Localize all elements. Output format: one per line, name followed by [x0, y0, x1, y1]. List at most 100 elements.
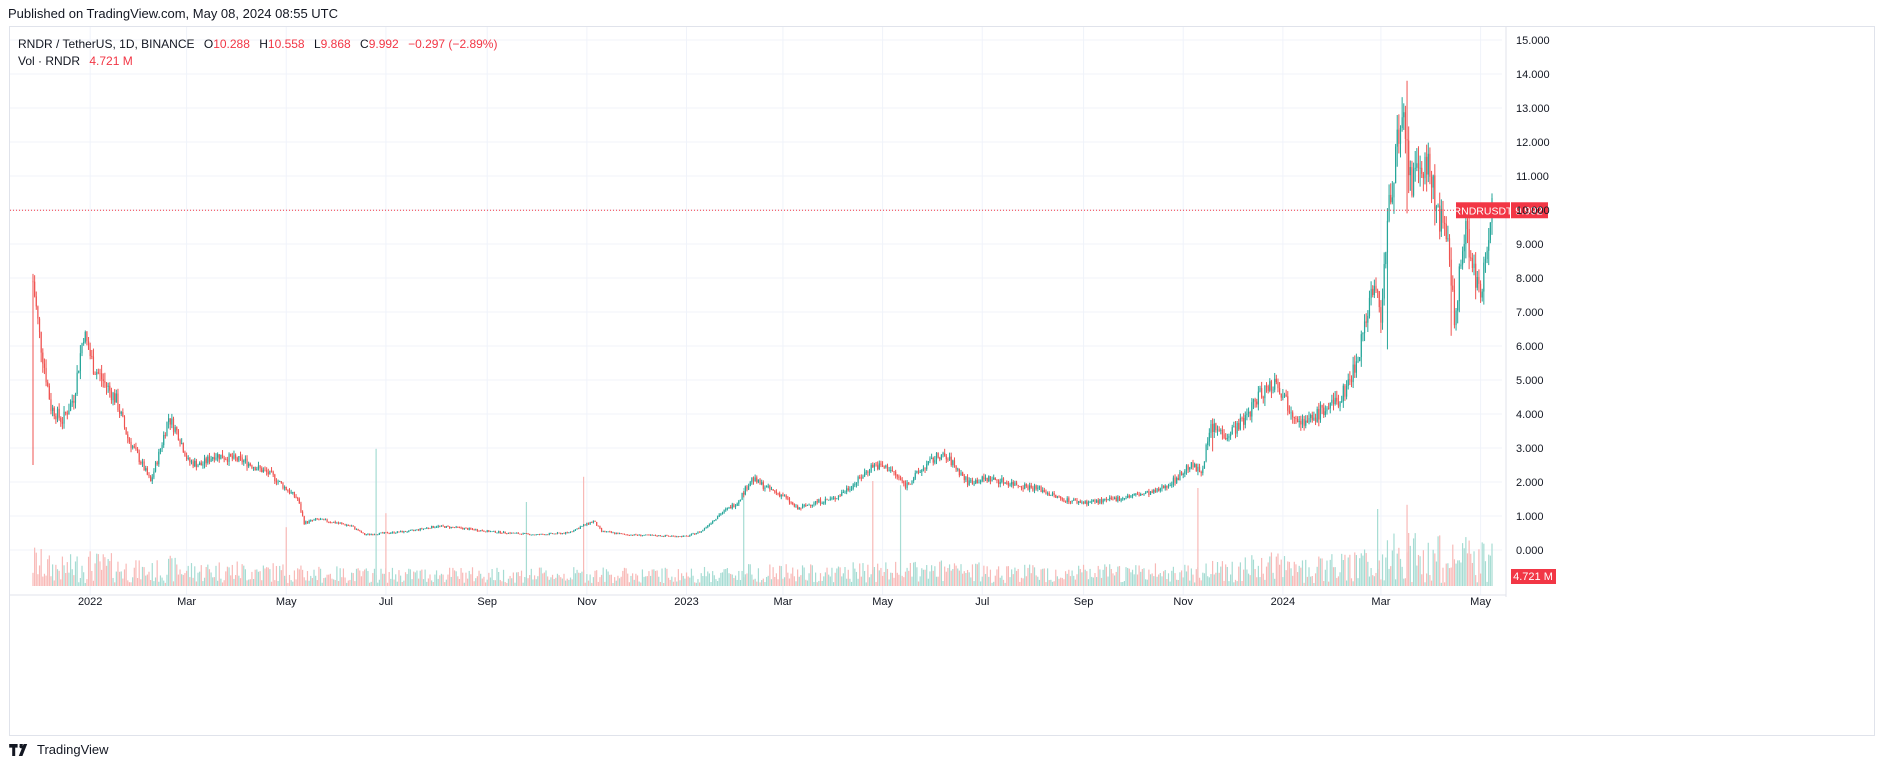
candle-body	[1453, 289, 1456, 326]
candle-body	[1411, 167, 1413, 196]
volume-bar	[610, 574, 612, 586]
candle-body	[153, 471, 155, 478]
volume-bar	[1486, 581, 1488, 586]
volume-bar	[349, 579, 351, 586]
candle-body	[385, 532, 387, 534]
volume-bar	[1453, 559, 1456, 586]
candle-body	[1303, 419, 1305, 426]
candle-body	[700, 531, 702, 533]
candle-body	[604, 530, 606, 532]
candle-body	[1272, 389, 1274, 391]
volume-bar	[1434, 553, 1436, 586]
candle-body	[481, 530, 483, 532]
volume-bar	[1310, 576, 1312, 586]
candle-body	[110, 390, 113, 401]
chart-frame[interactable]	[9, 26, 1875, 736]
candle-body	[692, 533, 694, 535]
candle-body	[261, 468, 263, 473]
candle-body	[1269, 381, 1271, 391]
volume-bar	[976, 564, 978, 586]
volume-bar	[641, 569, 644, 586]
volume-bar	[617, 575, 619, 586]
candle-body	[1375, 285, 1377, 291]
candle-body	[939, 457, 941, 460]
volume-bar	[426, 581, 428, 586]
candle-body	[547, 534, 549, 536]
volume-bar	[406, 574, 408, 586]
candle-body	[476, 529, 478, 531]
candle-body	[1259, 388, 1261, 392]
candle-body	[1133, 493, 1135, 496]
candle-body	[357, 528, 359, 531]
candle-body	[1311, 415, 1313, 420]
candle-body	[244, 458, 246, 461]
volume-bar	[846, 578, 848, 586]
volume-bar	[1243, 569, 1245, 586]
volume-bar	[84, 582, 86, 586]
volume-bar	[83, 572, 85, 586]
candle-body	[950, 456, 952, 466]
x-tick-label: Nov	[577, 596, 597, 608]
candle-body	[63, 411, 65, 424]
volume-bar	[1282, 577, 1284, 586]
candle-body	[1068, 498, 1070, 502]
candle-body	[1130, 495, 1132, 498]
volume-bar	[114, 582, 116, 586]
volume-bar	[504, 582, 506, 586]
volume-bar	[989, 569, 992, 586]
candle-body	[965, 477, 967, 480]
candle-body	[850, 488, 853, 490]
candle-body	[1404, 112, 1407, 139]
candle-body	[440, 525, 443, 527]
candle-body	[414, 529, 416, 531]
candle-body	[1328, 408, 1330, 409]
volume-bar	[1149, 574, 1152, 586]
candle-body	[1365, 321, 1367, 323]
candle-body	[916, 470, 918, 474]
volume-bar	[1068, 569, 1070, 586]
candle-body	[1020, 486, 1023, 488]
candle-body	[1092, 499, 1094, 502]
candle-body	[803, 505, 805, 506]
volume-bar	[774, 576, 776, 586]
candle-body	[551, 533, 554, 534]
legend-volume-label[interactable]: Vol · RNDR	[18, 54, 81, 68]
candle-body	[1158, 488, 1160, 491]
candle-body	[622, 533, 624, 535]
candle-body	[56, 408, 59, 420]
volume-bar	[805, 579, 807, 586]
volume-bar	[767, 575, 769, 586]
volume-bar	[1465, 537, 1467, 586]
candle-body	[117, 393, 119, 411]
volume-bar	[1037, 576, 1039, 586]
candle-body	[352, 525, 354, 527]
candle-body	[1100, 499, 1103, 503]
volume-bar	[667, 577, 670, 586]
volume-bar	[1100, 577, 1103, 586]
candle-body	[759, 479, 761, 485]
volume-bar	[238, 575, 240, 586]
legend-symbol[interactable]: RNDR / TetherUS, 1D, BINANCE	[18, 37, 195, 51]
volume-bar	[34, 547, 36, 586]
candle-body	[1318, 409, 1320, 420]
volume-bar	[419, 570, 421, 586]
footer-brand[interactable]: TradingView	[9, 742, 109, 757]
candle-body	[1081, 502, 1083, 504]
candle-body	[192, 461, 194, 467]
candle-body	[813, 503, 815, 505]
candle-body	[1151, 491, 1153, 493]
candle-body	[797, 505, 799, 510]
volume-bar	[316, 580, 318, 586]
candle-body	[976, 480, 978, 483]
candle-body	[1288, 410, 1291, 413]
volume-bar	[300, 565, 302, 586]
volume-bar	[1099, 569, 1101, 586]
candle-body	[1027, 485, 1029, 490]
candle-body	[543, 534, 545, 536]
candle-body	[305, 521, 307, 525]
volume-bar	[158, 581, 160, 586]
volume-bar	[519, 576, 521, 586]
candle-body	[344, 524, 346, 526]
volume-bar	[1359, 558, 1361, 586]
